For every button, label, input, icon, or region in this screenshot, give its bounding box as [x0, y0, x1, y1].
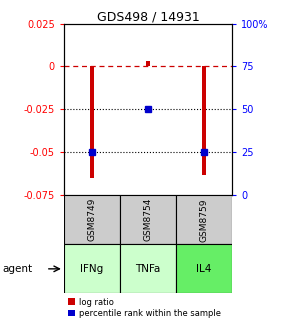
- Bar: [202, 67, 206, 175]
- Text: GSM8754: GSM8754: [143, 198, 153, 242]
- Bar: [120, 244, 176, 293]
- Bar: [64, 195, 120, 244]
- Text: TNFa: TNFa: [135, 264, 161, 274]
- Bar: [64, 244, 120, 293]
- Text: GSM8749: GSM8749: [87, 198, 96, 242]
- Title: GDS498 / 14931: GDS498 / 14931: [97, 10, 199, 24]
- Bar: [176, 195, 232, 244]
- Bar: [120, 195, 176, 244]
- Bar: [176, 244, 232, 293]
- Text: GSM8759: GSM8759: [200, 198, 209, 242]
- Bar: [90, 67, 93, 178]
- Text: IL4: IL4: [196, 264, 212, 274]
- Legend: log ratio, percentile rank within the sample: log ratio, percentile rank within the sa…: [68, 298, 221, 318]
- Text: IFNg: IFNg: [80, 264, 104, 274]
- Bar: [146, 61, 150, 67]
- Text: agent: agent: [3, 264, 33, 274]
